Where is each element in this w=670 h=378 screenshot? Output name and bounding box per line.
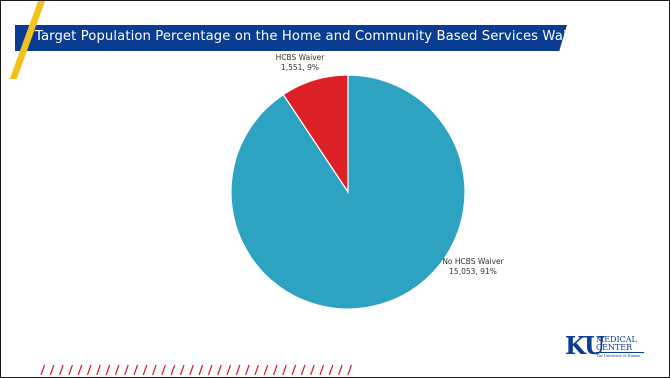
slash-mark — [96, 364, 101, 376]
slash-mark — [263, 364, 269, 376]
slash-mark — [105, 364, 111, 376]
label-hcbs-waiver: HCBS Waiver 1,551, 9% — [260, 53, 340, 73]
logo-medical: MEDICAL — [596, 335, 637, 344]
slash-mark — [77, 364, 83, 376]
slash-mark — [291, 364, 297, 376]
slash-mark — [161, 364, 166, 376]
slash-mark — [133, 364, 139, 376]
slide-title: Target Population Percentage on the Home… — [35, 29, 596, 44]
slash-mark — [338, 364, 343, 376]
slash-mark — [226, 364, 232, 376]
slash-mark — [124, 364, 129, 376]
pie-slice-no-hcbs-waiver — [230, 74, 466, 310]
slash-mark — [319, 364, 325, 376]
slash-mark — [114, 364, 120, 376]
slash-mark — [207, 364, 213, 376]
decorative-slashes — [40, 364, 352, 376]
logo-center: CENTER — [596, 343, 633, 352]
slash-mark — [189, 364, 194, 376]
logo-university: The University of Kansas — [596, 352, 644, 359]
slash-mark — [282, 364, 287, 376]
slash-mark — [49, 364, 55, 376]
label-hcbs-waiver-value: 1,551, 9% — [280, 63, 320, 72]
slash-mark — [254, 364, 259, 376]
slash-mark — [235, 364, 241, 376]
title-bar — [15, 25, 567, 51]
slash-mark — [86, 364, 92, 376]
ku-medical-center-logo: KU MEDICAL CENTER The University of Kans… — [565, 333, 647, 359]
logo-ku: KU — [565, 331, 605, 360]
slash-mark — [198, 364, 204, 376]
slash-mark — [170, 364, 176, 376]
slash-mark — [310, 364, 315, 376]
slash-mark — [152, 364, 157, 376]
slash-mark — [217, 364, 222, 376]
slash-mark — [347, 364, 352, 376]
label-no-hcbs-waiver-name: No HCBS Waiver — [442, 257, 504, 266]
slash-mark — [68, 364, 73, 376]
slash-mark — [59, 364, 64, 376]
slash-mark — [328, 364, 334, 376]
slash-mark — [40, 364, 46, 376]
label-no-hcbs-waiver: No HCBS Waiver 15,053, 91% — [427, 257, 519, 277]
label-no-hcbs-waiver-value: 15,053, 91% — [449, 267, 497, 276]
slash-mark — [179, 364, 185, 376]
slash-mark — [300, 364, 306, 376]
slash-mark — [272, 364, 278, 376]
label-hcbs-waiver-name: HCBS Waiver — [275, 53, 325, 62]
slash-mark — [245, 364, 250, 376]
slash-mark — [142, 364, 148, 376]
